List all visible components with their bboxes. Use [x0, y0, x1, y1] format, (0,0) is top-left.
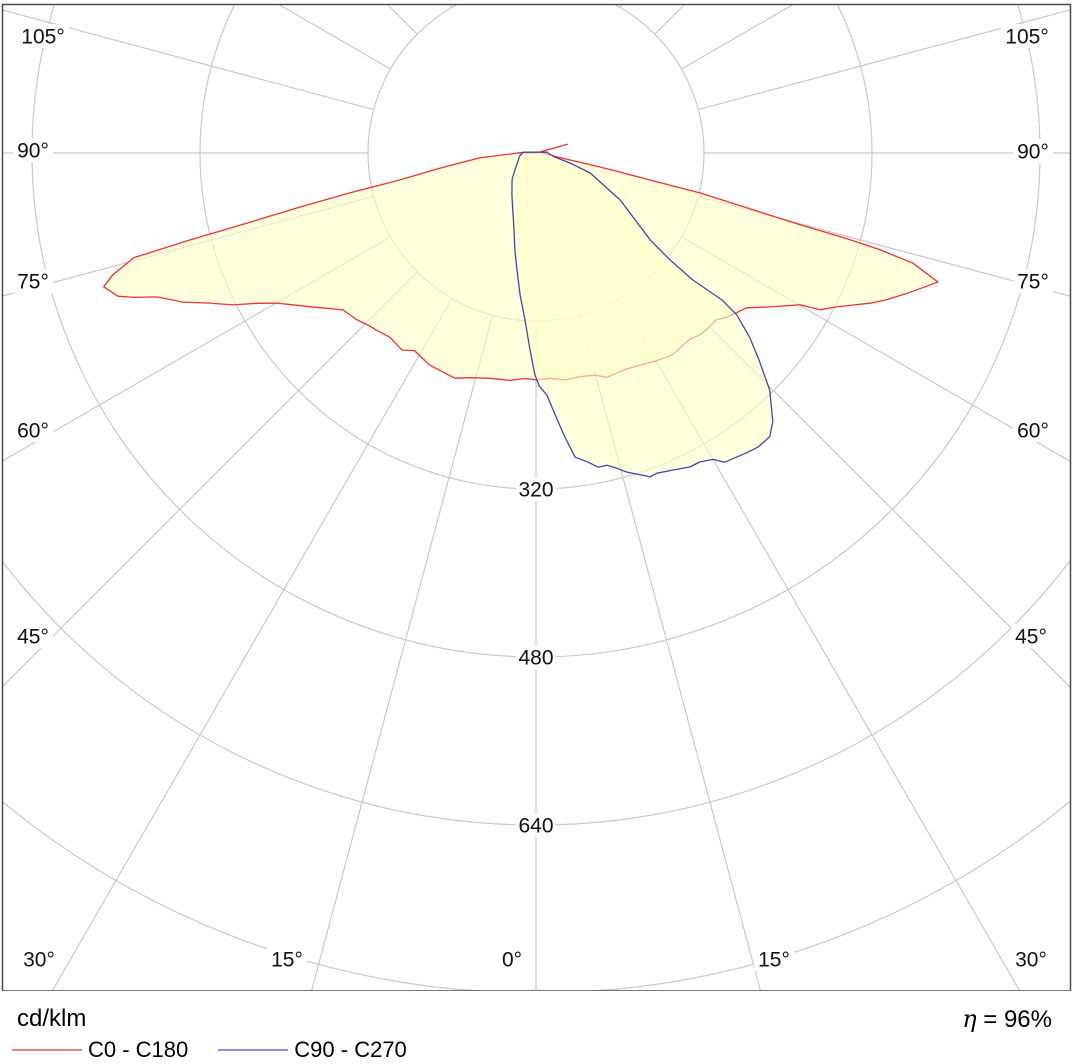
angle-label-12-bg [1012, 269, 1054, 293]
angle-label-12: 75° [1017, 271, 1049, 294]
curve-c90-c270 [511, 151, 774, 478]
angle-label-8: 15° [758, 949, 790, 972]
grid-ray-75 [698, 195, 1070, 297]
grid-ray-45 [654, 271, 1070, 688]
angle-label-3: 60° [17, 420, 49, 443]
radial-label-480: 480 [518, 647, 553, 670]
angle-label-5: 30° [23, 949, 55, 972]
radial-label-320: 320 [518, 479, 553, 502]
angle-label-10: 45° [1015, 626, 1047, 649]
grid-ray--30 [51, 298, 453, 991]
grid-ring-640 [3, 559, 1070, 826]
eta-symbol: η [962, 1005, 977, 1033]
angle-label-6-bg [266, 947, 308, 971]
angle-label-11-bg [1012, 418, 1054, 442]
legend-label: C0 - C180 [88, 1037, 189, 1062]
caption-bar: cd/klm η = 96% C0 - C180 C90 - C270 [0, 991, 1075, 1064]
legend-line-red [12, 1049, 82, 1051]
efficiency-label: η = 96% [962, 1005, 1052, 1034]
angle-label-11: 60° [1017, 420, 1049, 443]
legend-item-c90-c270: C90 - C270 [218, 1037, 407, 1063]
efficiency-value: = 96% [976, 1006, 1052, 1033]
grid-ray--45 [3, 271, 418, 687]
legend-label: C90 - C270 [294, 1037, 407, 1062]
angle-label-14: 105° [1005, 26, 1048, 49]
angle-label-10-bg [1010, 624, 1052, 648]
angle-label-2: 75° [17, 271, 49, 294]
angle-label-7-bg [497, 947, 527, 971]
grid-ray-30 [619, 298, 1021, 991]
grid-ray-105 [698, 9, 1070, 111]
angle-label-0-bg [17, 24, 69, 48]
grid-ray--60 [3, 236, 391, 462]
angle-label-14-bg [1001, 24, 1053, 48]
axis-labels: 105° 90° 75° 60° 45° 30° 15° 0° 15° 30° 45° 60° 75° 9… [12, 24, 1054, 972]
angle-label-1: 90° [17, 140, 49, 163]
angle-label-6: 15° [271, 949, 303, 972]
angle-label-8-bg [753, 947, 795, 971]
angle-label-9: 30° [1015, 949, 1047, 972]
angle-label-5-bg [18, 947, 60, 971]
legend: C0 - C180 C90 - C270 [12, 1037, 407, 1063]
radial-label-640-bg [515, 813, 557, 837]
angle-label-7: 0° [502, 949, 522, 972]
grid-ray--15 [310, 315, 494, 991]
radial-label-640: 640 [518, 815, 553, 838]
grid-ray--105 [3, 9, 374, 111]
unit-label: cd/klm [17, 1005, 87, 1032]
grid-ray-15 [578, 315, 762, 991]
angle-label-9-bg [1010, 947, 1052, 971]
angle-label-1-bg [12, 138, 54, 162]
angle-label-4-bg [12, 624, 54, 648]
radial-label-320-bg [515, 477, 557, 501]
angle-label-0: 105° [21, 26, 64, 49]
angle-label-4: 45° [17, 626, 49, 649]
curves [103, 143, 939, 478]
legend-line-blue [218, 1049, 289, 1051]
grid-ray-60 [681, 236, 1070, 462]
angle-label-2-bg [12, 269, 54, 293]
legend-item-c0-c180: C0 - C180 [12, 1037, 188, 1063]
radial-label-480-bg [515, 645, 557, 669]
angle-label-3-bg [12, 418, 54, 442]
angle-label-13-bg [1012, 139, 1054, 163]
angle-label-13: 90° [1017, 141, 1049, 164]
